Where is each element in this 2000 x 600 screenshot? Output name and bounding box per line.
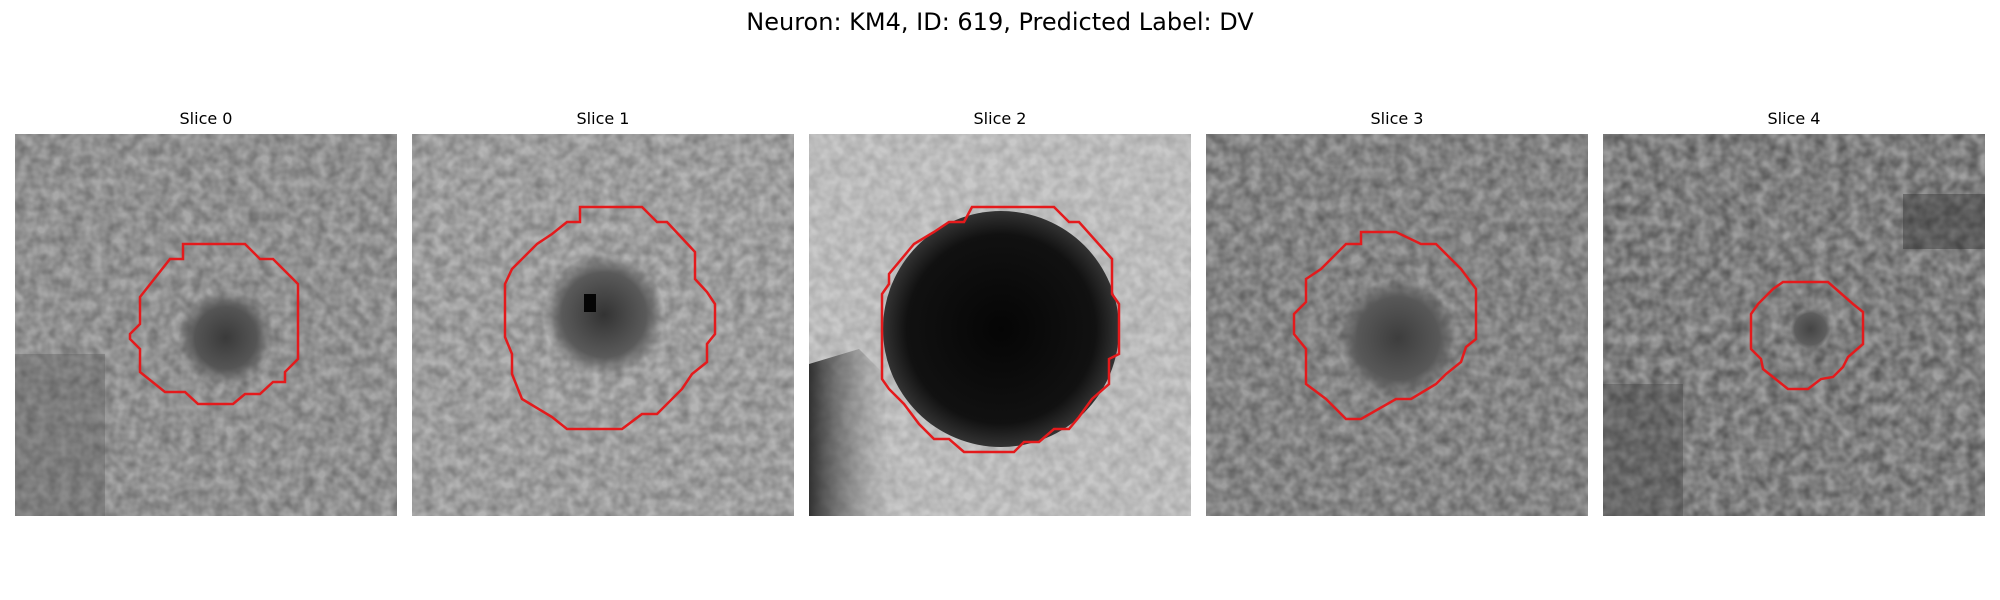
slice-panel-1: Slice 1: [412, 108, 794, 516]
roi-contour: [880, 205, 1121, 454]
slice-panel-4: Slice 4: [1603, 108, 1985, 516]
roi-contour: [1749, 280, 1865, 391]
roi-contour: [128, 242, 300, 406]
slice-image-1: [412, 134, 794, 516]
slice-title-0: Slice 0: [179, 109, 233, 128]
slice-title-2: Slice 2: [973, 109, 1027, 128]
slice-title-3: Slice 3: [1370, 109, 1424, 128]
slice-panel-2: Slice 2: [809, 108, 1191, 516]
cell-body: [496, 211, 712, 427]
shadow-region: [1903, 194, 1985, 249]
slice-title-1: Slice 1: [576, 109, 630, 128]
slice-image-2: [809, 134, 1191, 516]
slice-panel-3: Slice 3: [1206, 108, 1588, 516]
cell-body: [1293, 229, 1503, 439]
shadow-region: [1603, 384, 1683, 516]
roi-contour: [1292, 230, 1478, 421]
slice-panel-0: Slice 0: [15, 108, 397, 516]
slice-image-0: [15, 134, 397, 516]
cell-body: [883, 211, 1119, 447]
figure-title: Neuron: KM4, ID: 619, Predicted Label: D…: [746, 8, 1254, 36]
slice-image-4: [1603, 134, 1985, 516]
dark-pixel: [584, 294, 596, 312]
cell-body: [125, 239, 315, 429]
shadow-region: [15, 354, 105, 516]
dark-edge-region: [809, 349, 889, 516]
slice-title-4: Slice 4: [1767, 109, 1821, 128]
slice-image-3: [1206, 134, 1588, 516]
roi-contour: [503, 205, 717, 431]
cell-body: [1746, 267, 1870, 391]
